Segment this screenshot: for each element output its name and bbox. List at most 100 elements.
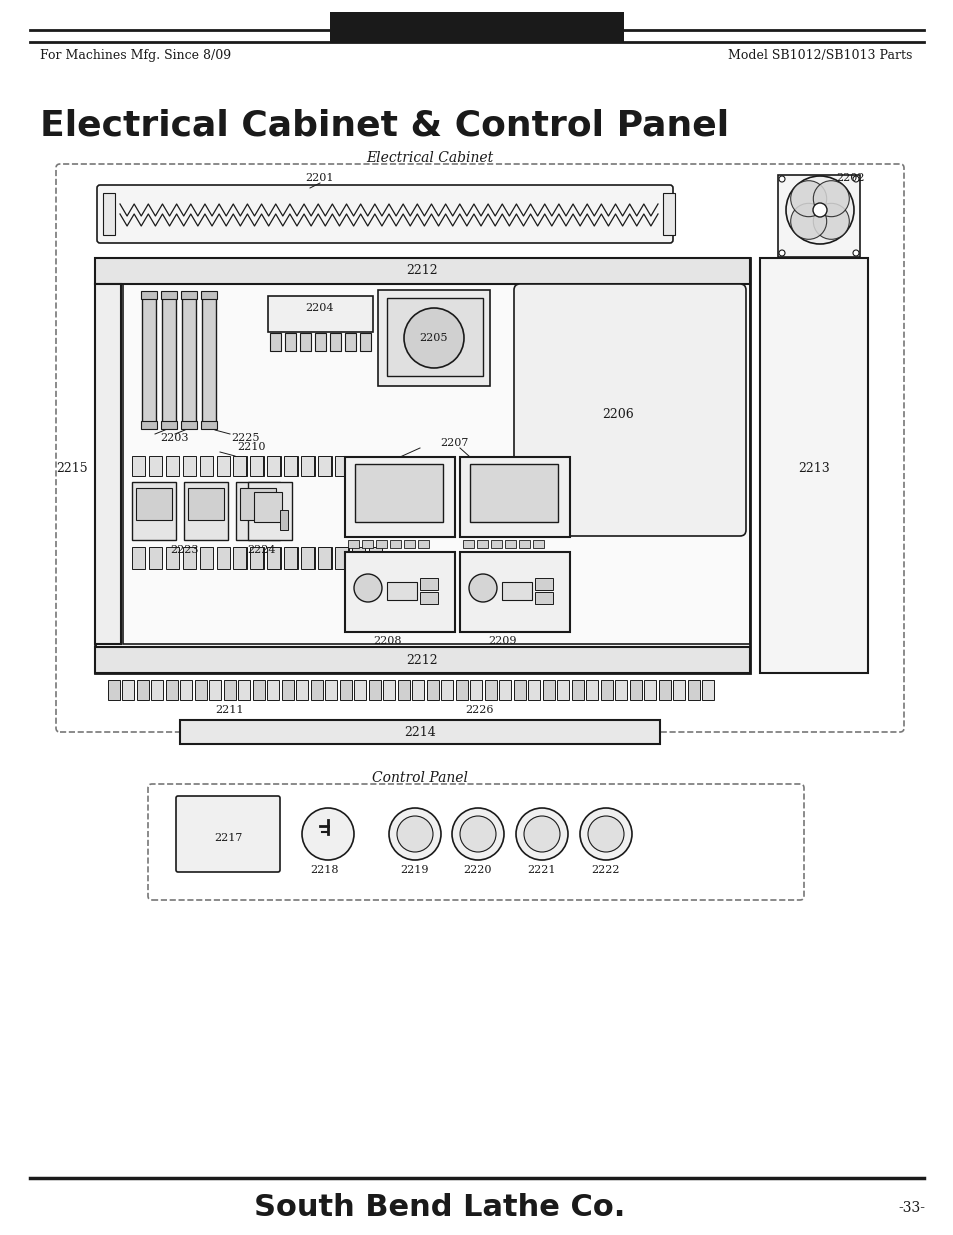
- Circle shape: [812, 203, 826, 217]
- Bar: [600, 680, 613, 700]
- FancyBboxPatch shape: [175, 797, 280, 872]
- Bar: [352, 547, 365, 569]
- Bar: [162, 295, 175, 425]
- Circle shape: [396, 816, 433, 852]
- Bar: [182, 295, 195, 425]
- Bar: [499, 680, 511, 700]
- Bar: [181, 291, 196, 299]
- Bar: [375, 540, 387, 548]
- Bar: [149, 456, 162, 475]
- Bar: [268, 547, 281, 569]
- Bar: [301, 547, 314, 569]
- Bar: [250, 456, 263, 475]
- Circle shape: [587, 816, 623, 852]
- Bar: [572, 680, 583, 700]
- Bar: [280, 510, 288, 530]
- Bar: [629, 680, 641, 700]
- Bar: [377, 290, 490, 387]
- Bar: [335, 456, 349, 475]
- Bar: [296, 680, 308, 700]
- Bar: [514, 680, 525, 700]
- Bar: [383, 680, 395, 700]
- Bar: [161, 421, 177, 429]
- Circle shape: [579, 808, 631, 860]
- Text: For Machines Mfg. Since 8/09: For Machines Mfg. Since 8/09: [40, 49, 231, 63]
- Circle shape: [302, 808, 354, 860]
- Text: 2207: 2207: [439, 438, 468, 448]
- Bar: [216, 456, 230, 475]
- Bar: [369, 456, 381, 475]
- Circle shape: [790, 180, 826, 216]
- Text: 2202: 2202: [835, 173, 863, 183]
- Bar: [369, 680, 380, 700]
- Bar: [268, 456, 281, 475]
- Bar: [535, 578, 553, 590]
- Bar: [224, 680, 235, 700]
- Bar: [233, 547, 246, 569]
- FancyBboxPatch shape: [97, 185, 672, 243]
- Bar: [122, 680, 134, 700]
- Bar: [352, 456, 365, 475]
- Text: 2221: 2221: [527, 864, 556, 876]
- Bar: [285, 547, 297, 569]
- Bar: [285, 456, 297, 475]
- Bar: [250, 547, 263, 569]
- Bar: [778, 175, 859, 257]
- Text: 2215: 2215: [56, 462, 88, 474]
- Bar: [345, 552, 455, 632]
- Bar: [361, 540, 373, 548]
- Bar: [233, 456, 246, 475]
- Text: 2220: 2220: [463, 864, 492, 876]
- Bar: [202, 295, 215, 425]
- Bar: [268, 296, 373, 332]
- Bar: [459, 457, 569, 537]
- Bar: [216, 547, 230, 569]
- Circle shape: [779, 249, 784, 256]
- Circle shape: [516, 808, 567, 860]
- Text: Electrical Cabinet & Control Panel: Electrical Cabinet & Control Panel: [40, 107, 728, 142]
- Bar: [359, 333, 371, 351]
- Bar: [317, 547, 331, 569]
- Bar: [412, 680, 424, 700]
- Bar: [188, 488, 224, 520]
- Bar: [95, 284, 121, 643]
- Bar: [369, 547, 381, 569]
- Text: 2225: 2225: [232, 433, 260, 443]
- Bar: [518, 540, 530, 548]
- Bar: [299, 333, 311, 351]
- Bar: [760, 258, 867, 673]
- Text: 2210: 2210: [237, 442, 266, 452]
- Bar: [141, 291, 157, 299]
- Bar: [267, 680, 279, 700]
- Text: 2213: 2213: [798, 462, 829, 474]
- Text: 2201: 2201: [305, 173, 334, 183]
- Bar: [386, 456, 398, 475]
- Bar: [318, 456, 332, 475]
- Bar: [270, 333, 281, 351]
- Bar: [302, 456, 314, 475]
- Bar: [210, 680, 221, 700]
- Text: Electrical Cabinet: Electrical Cabinet: [366, 151, 493, 165]
- Text: -33-: -33-: [898, 1200, 924, 1215]
- Text: 2204: 2204: [305, 303, 334, 312]
- Bar: [123, 284, 749, 643]
- Bar: [535, 592, 553, 604]
- Bar: [282, 680, 294, 700]
- Bar: [419, 592, 437, 604]
- Circle shape: [452, 808, 503, 860]
- Bar: [183, 547, 195, 569]
- Bar: [194, 680, 207, 700]
- Text: 2224: 2224: [248, 545, 276, 555]
- Bar: [251, 456, 264, 475]
- Circle shape: [785, 177, 853, 245]
- Bar: [397, 680, 410, 700]
- Bar: [200, 456, 213, 475]
- Bar: [284, 547, 296, 569]
- Bar: [542, 680, 555, 700]
- Text: Control Panel: Control Panel: [372, 771, 468, 785]
- Circle shape: [459, 816, 496, 852]
- Text: 2209: 2209: [488, 636, 517, 646]
- Circle shape: [852, 249, 858, 256]
- Bar: [557, 680, 569, 700]
- Text: 2208: 2208: [374, 636, 402, 646]
